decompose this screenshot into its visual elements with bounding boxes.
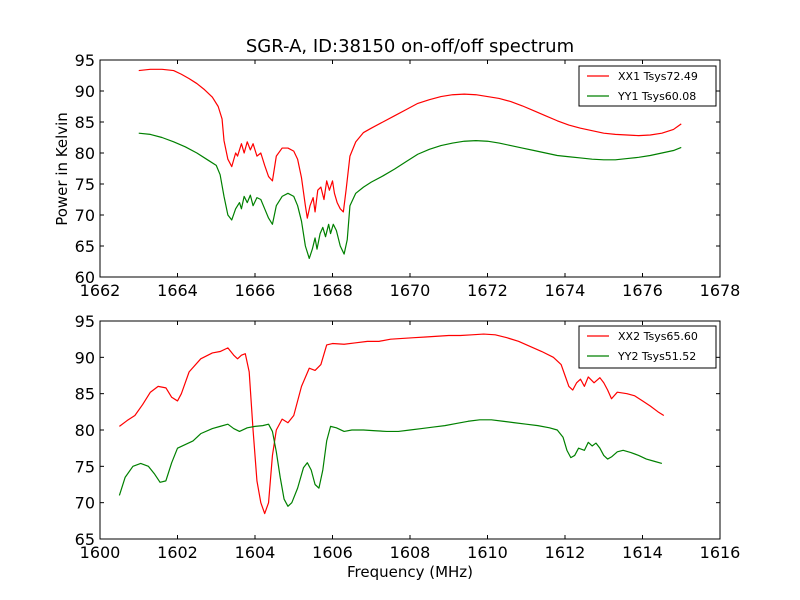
y-tick-label: 75 (75, 457, 95, 476)
y-tick-label: 95 (75, 312, 95, 331)
legend-label: XX1 Tsys72.49 (618, 70, 698, 83)
legend: XX1 Tsys72.49 YY1 Tsys60.08 (578, 65, 717, 107)
y-tick-label: 75 (75, 175, 95, 194)
x-tick-label: 1608 (390, 543, 431, 562)
y-tick-label: 80 (75, 144, 95, 163)
x-tick-label: 1616 (700, 543, 741, 562)
bottom-plot-panel: 1600 1602 1604 1606 1608 1610 1612 1614 1616 65 70… (75, 312, 741, 562)
x-tick-label: 1664 (157, 281, 198, 300)
y-tick-label: 70 (75, 206, 95, 225)
x-tick-label: 1610 (467, 543, 508, 562)
x-tick-label: 1672 (467, 281, 508, 300)
series-line-1-1 (138, 68, 682, 219)
y-tick-label: 90 (75, 82, 95, 101)
y-tick-label: 95 (75, 51, 95, 70)
x-axis-label: Frequency (MHz) (347, 563, 473, 581)
chart-title: SGR-A, ID:38150 on-off/off spectrum (246, 36, 574, 57)
y-tick-label: 85 (75, 385, 95, 404)
y-tick-label: 65 (75, 530, 95, 549)
x-tick-label: 1666 (235, 281, 276, 300)
y-tick-label: 85 (75, 113, 95, 132)
x-tick-label: 1676 (622, 281, 663, 300)
series-line-1-2 (138, 132, 682, 259)
series-line-2-2 (118, 419, 663, 507)
x-tick-label: 1678 (700, 281, 741, 300)
legend-box (578, 65, 717, 107)
y-axis-label: Power in Kelvin (53, 112, 71, 226)
x-tick-label: 1670 (390, 281, 431, 300)
x-tick-label: 1614 (622, 543, 663, 562)
y-tick-label: 65 (75, 237, 95, 256)
top-plot-panel: 1662 1664 1666 1668 1670 1672 1674 1676 1678 60 65… (75, 51, 741, 300)
legend-label: XX2 Tsys65.60 (618, 330, 698, 343)
x-tick-label: 1600 (80, 543, 121, 562)
y-tick-label: 80 (75, 421, 95, 440)
y-tick-label: 60 (75, 268, 95, 287)
y-tick-label: 90 (75, 348, 95, 367)
x-tick-label: 1612 (545, 543, 586, 562)
legend-label: YY1 Tsys60.08 (617, 90, 696, 103)
legend-box (578, 325, 717, 369)
x-tick-label: 1602 (157, 543, 198, 562)
legend: XX2 Tsys65.60 YY2 Tsys51.52 (578, 325, 717, 369)
series-line-2-1 (119, 333, 665, 515)
x-tick-label: 1668 (312, 281, 353, 300)
x-tick-label: 1606 (312, 543, 353, 562)
x-tick-label: 1662 (80, 281, 121, 300)
legend-label: YY2 Tsys51.52 (617, 350, 696, 363)
x-tick-label: 1604 (235, 543, 276, 562)
y-tick-label: 70 (75, 494, 95, 513)
x-tick-label: 1674 (545, 281, 586, 300)
